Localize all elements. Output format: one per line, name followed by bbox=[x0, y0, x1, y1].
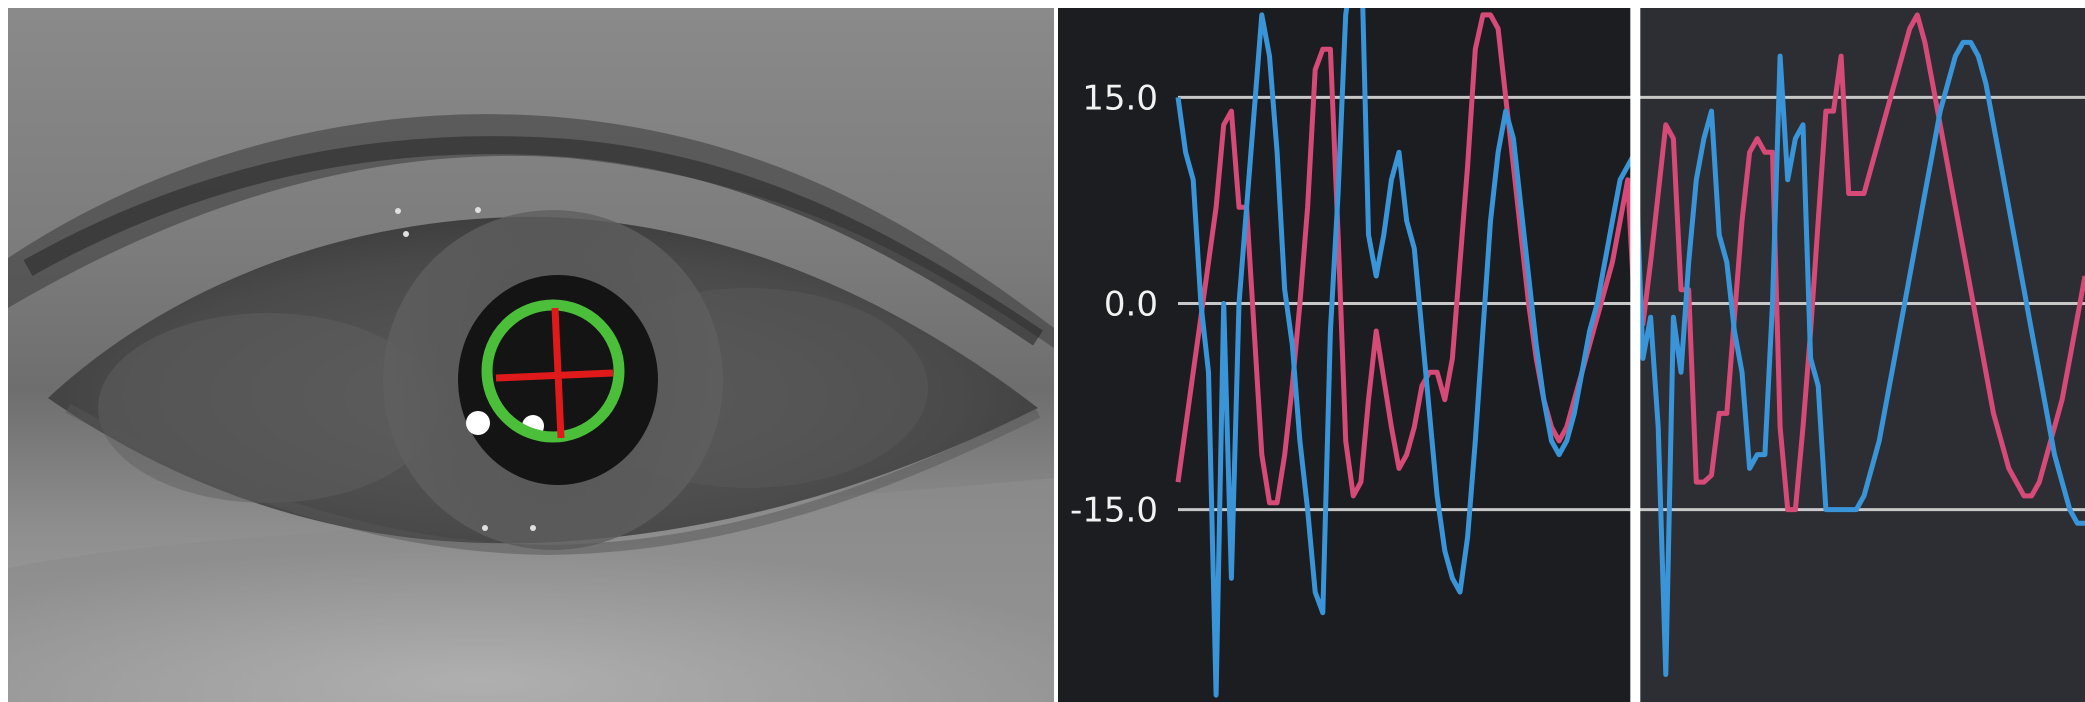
corneal-glint bbox=[466, 411, 490, 435]
crosshair-vertical bbox=[551, 307, 565, 439]
y-tick-label: -15.0 bbox=[1070, 491, 1158, 531]
crosshair-horizontal bbox=[495, 369, 614, 382]
eye-camera-view bbox=[8, 8, 1054, 702]
y-tick-label: 0.0 bbox=[1104, 284, 1158, 324]
gaze-signal-chart: 15.0 0.0 -15.0 bbox=[1058, 8, 2085, 702]
tracker-ring-icon bbox=[481, 299, 625, 443]
pupil-tracker bbox=[481, 299, 625, 443]
line-chart: 15.0 0.0 -15.0 bbox=[1058, 8, 2085, 702]
chart-panel-right bbox=[1635, 8, 2085, 702]
y-tick-label: 15.0 bbox=[1082, 78, 1158, 118]
eye-image bbox=[8, 8, 1054, 702]
